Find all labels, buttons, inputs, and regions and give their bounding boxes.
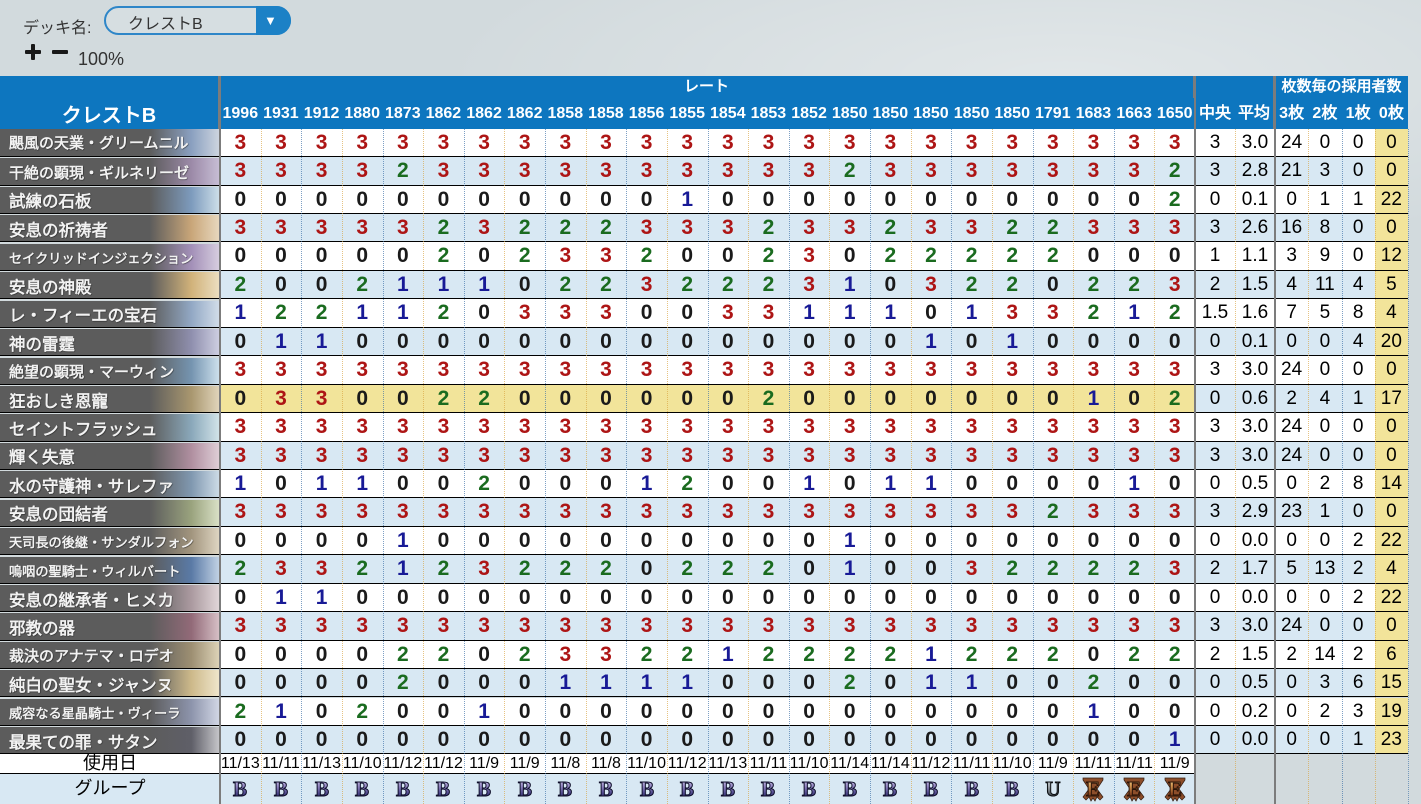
svg-text:B: B <box>274 777 288 801</box>
svg-text:B: B <box>233 777 247 801</box>
svg-text:B: B <box>315 777 329 801</box>
svg-text:B: B <box>640 777 654 801</box>
svg-text:B: B <box>721 777 735 801</box>
svg-text:B: B <box>680 777 694 801</box>
svg-text:B: B <box>599 777 613 801</box>
svg-text:B: B <box>883 777 897 801</box>
svg-text:B: B <box>965 777 979 801</box>
svg-text:B: B <box>924 777 938 801</box>
svg-text:B: B <box>436 777 450 801</box>
svg-text:B: B <box>518 777 532 801</box>
svg-text:E: E <box>1127 777 1141 801</box>
svg-text:B: B <box>355 777 369 801</box>
svg-text:B: B <box>558 777 572 801</box>
svg-text:E: E <box>1168 777 1182 801</box>
svg-text:B: B <box>761 777 775 801</box>
svg-text:B: B <box>396 777 410 801</box>
svg-text:B: B <box>802 777 816 801</box>
svg-text:B: B <box>843 777 857 801</box>
svg-text:B: B <box>1005 777 1019 801</box>
svg-text:E: E <box>1086 777 1100 801</box>
svg-text:U: U <box>1045 777 1060 801</box>
svg-text:B: B <box>477 777 491 801</box>
